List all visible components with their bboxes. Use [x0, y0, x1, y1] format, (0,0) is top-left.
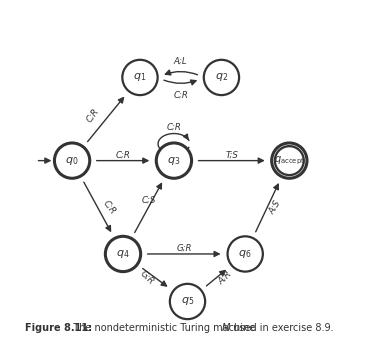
Text: $q_4$: $q_4$ [116, 248, 130, 260]
Text: C;S: C;S [141, 195, 156, 204]
Circle shape [228, 236, 263, 272]
Text: $q_2$: $q_2$ [215, 71, 228, 83]
Text: $q_1$: $q_1$ [134, 71, 147, 83]
Text: $q_0$: $q_0$ [65, 155, 79, 167]
Circle shape [156, 143, 192, 178]
Text: G;R: G;R [176, 244, 192, 253]
Circle shape [170, 284, 205, 319]
Text: M: M [222, 323, 230, 333]
Text: A;S: A;S [267, 199, 282, 216]
Text: A;L: A;L [174, 57, 188, 66]
Text: T;S: T;S [225, 151, 238, 160]
Circle shape [54, 143, 90, 178]
Circle shape [122, 60, 158, 95]
Circle shape [105, 236, 141, 272]
Text: $q_3$: $q_3$ [167, 155, 181, 167]
Text: G;R: G;R [138, 269, 155, 286]
Text: C;R: C;R [166, 122, 182, 131]
Text: C;R: C;R [101, 199, 117, 216]
Text: $q_\mathrm{accept}$: $q_\mathrm{accept}$ [274, 155, 305, 167]
Text: The nondeterministic Turing machine: The nondeterministic Turing machine [67, 323, 258, 333]
Text: A;R: A;R [216, 269, 233, 286]
Text: C;R: C;R [116, 151, 130, 160]
Circle shape [204, 60, 239, 95]
Circle shape [272, 143, 307, 178]
Text: C;R: C;R [173, 91, 188, 100]
Text: used in exercise 8.9.: used in exercise 8.9. [230, 323, 333, 333]
Text: Figure 8.11:: Figure 8.11: [25, 323, 92, 333]
Text: $q_6$: $q_6$ [238, 248, 252, 260]
Text: C;R: C;R [84, 107, 100, 124]
Text: $q_5$: $q_5$ [181, 295, 194, 307]
